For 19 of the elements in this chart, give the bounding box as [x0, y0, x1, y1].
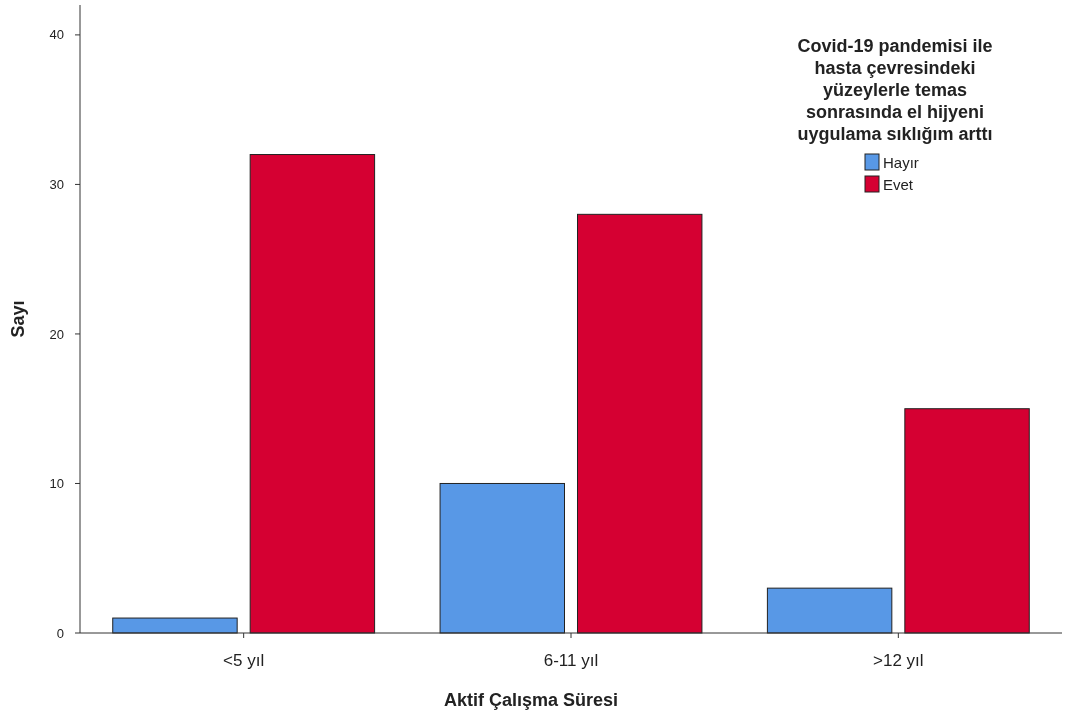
bar	[439, 482, 565, 634]
x-axis-title: Aktif Çalışma Süresi	[443, 690, 619, 710]
y-tick-label: 30	[49, 176, 64, 192]
bar	[249, 154, 376, 634]
legend-title: Covid-19 pandemisi ile hasta çevresindeki yüzeylerle temas sonrasında el hijyeni uygulama sıklığım arttı	[797, 36, 993, 144]
bar	[766, 587, 893, 634]
y-tick-label: 20	[49, 326, 64, 342]
bar	[577, 213, 703, 634]
y-tick-label: 10	[49, 476, 64, 492]
legend-label: Evet	[883, 176, 914, 193]
bar	[904, 408, 1030, 634]
y-tick-label: 0	[56, 625, 64, 641]
x-tick-label: >12 yıl	[873, 651, 924, 670]
bar	[112, 617, 238, 634]
legend-label: Hayır	[883, 154, 919, 171]
x-tick-label: 6-11 yıl	[543, 651, 599, 670]
y-axis-title: Sayı	[8, 300, 28, 338]
y-tick-label: 40	[49, 27, 64, 43]
x-tick-label: <5 yıl	[223, 651, 265, 670]
